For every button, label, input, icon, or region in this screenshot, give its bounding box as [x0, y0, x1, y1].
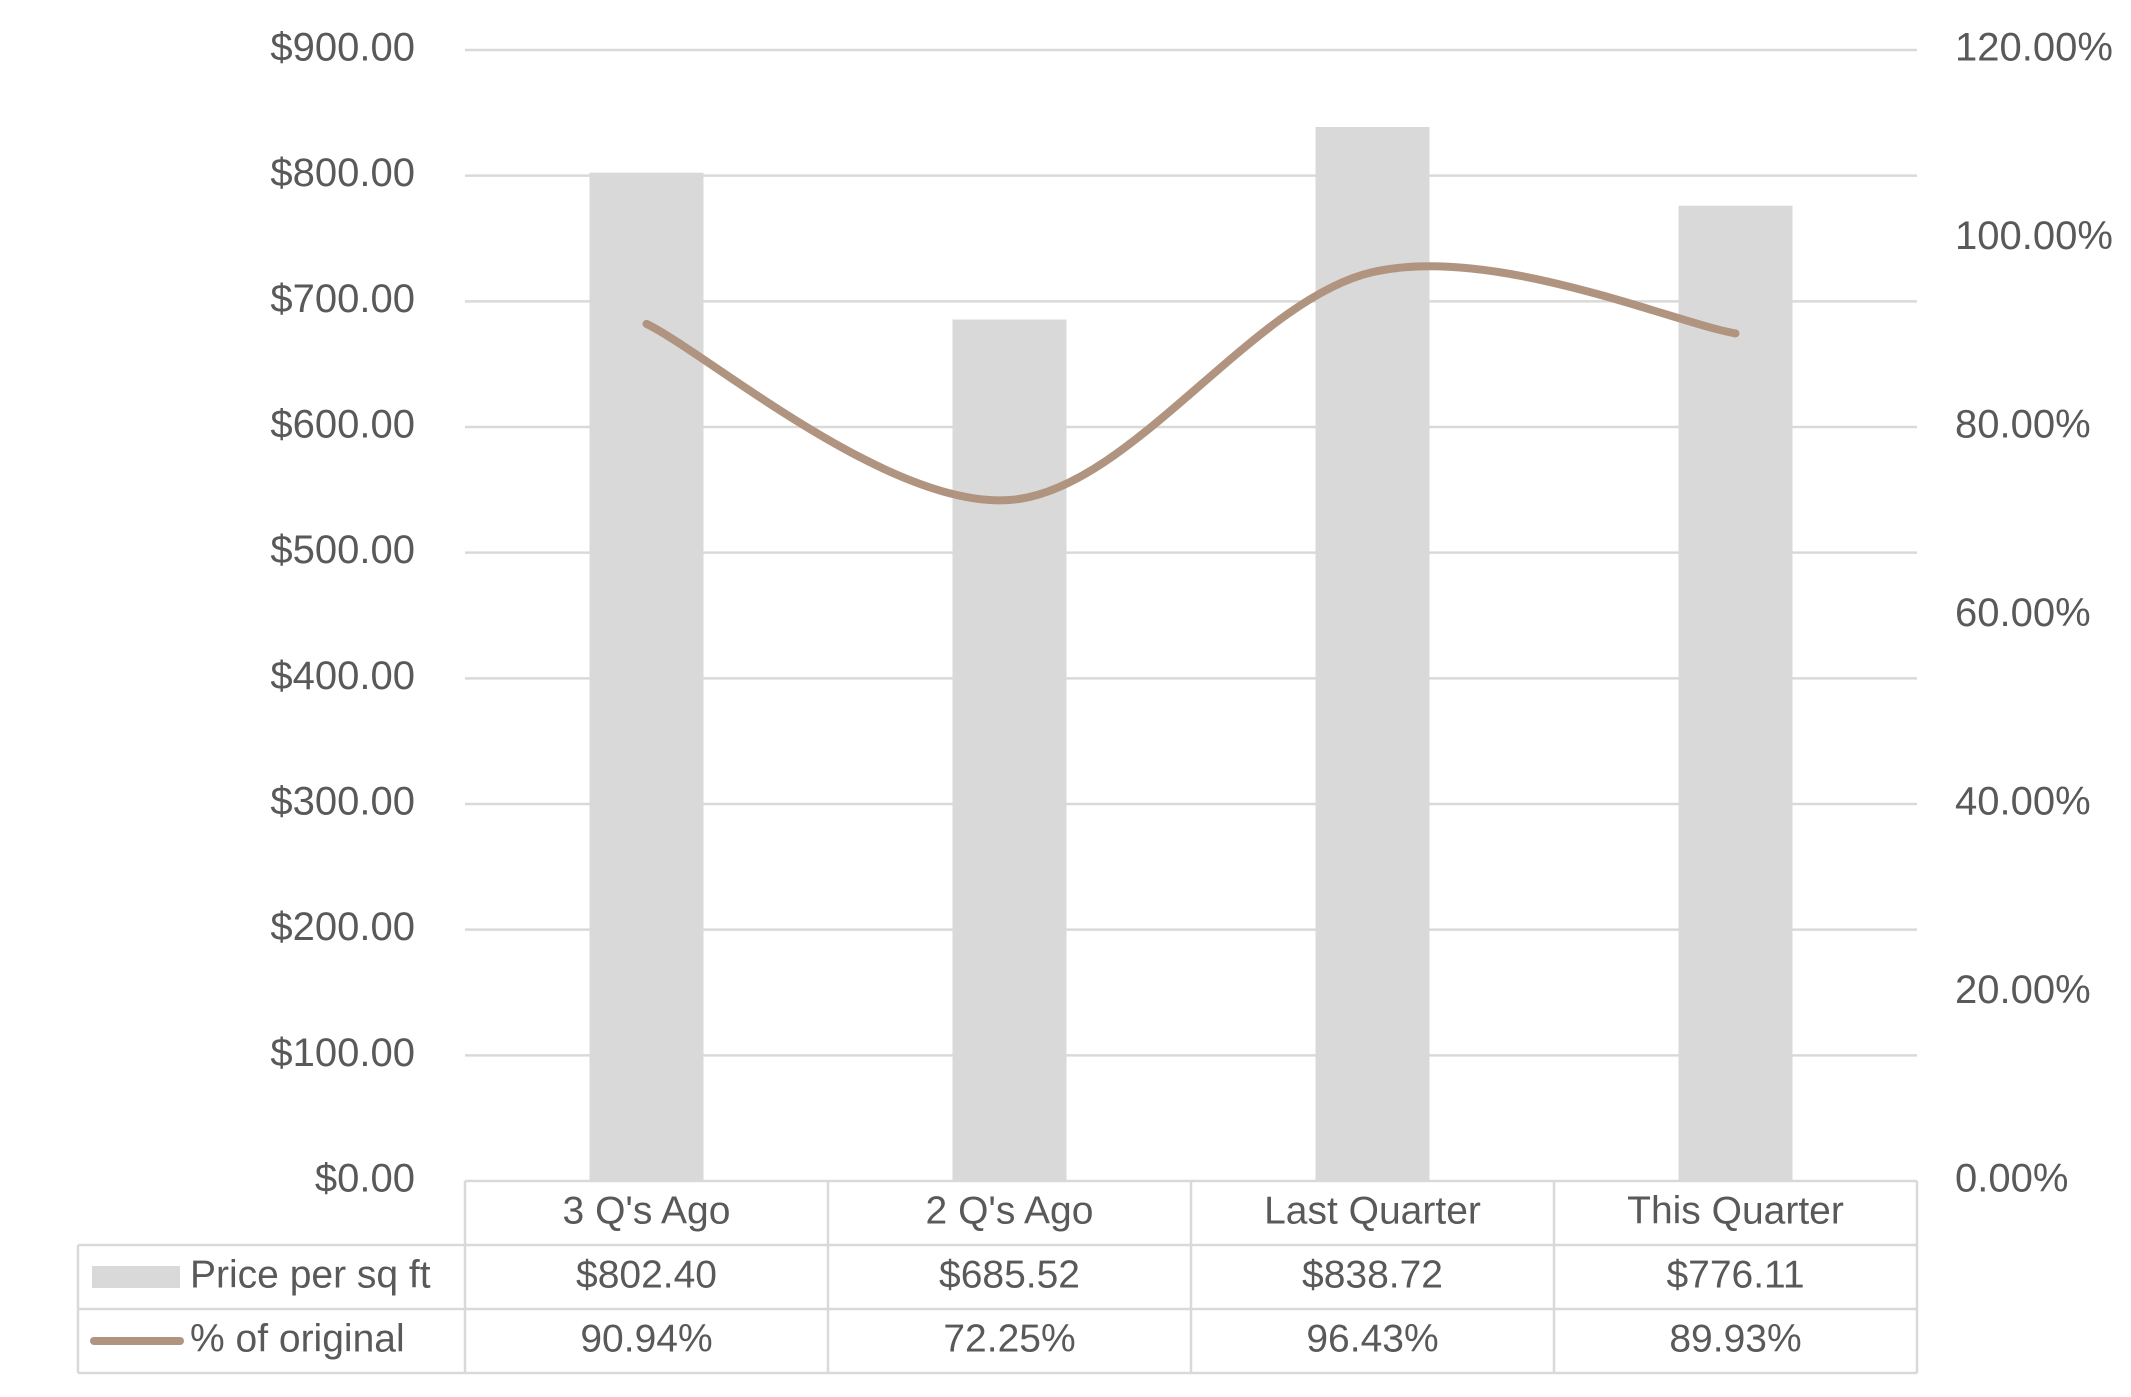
x-category-label: Last Quarter: [1264, 1189, 1481, 1232]
y-left-tick-label: $600.00: [270, 403, 415, 447]
data-label-percent: 90.94%: [580, 1317, 712, 1360]
bar: [589, 172, 704, 1182]
y-left-tick-label: $700.00: [270, 277, 415, 321]
bar: [952, 319, 1067, 1181]
legend-swatch-bar: [92, 1266, 180, 1288]
y-left-tick-label: $200.00: [270, 905, 415, 949]
y-right-tick-label: 80.00%: [1955, 403, 2091, 447]
y-left-tick-label: $100.00: [270, 1031, 415, 1075]
legend-label-price-per-sq-ft: Price per sq ft: [190, 1253, 431, 1296]
y-right-tick-label: 40.00%: [1955, 780, 2091, 824]
y-left-tick-label: $400.00: [270, 654, 415, 698]
x-category-label: 2 Q's Ago: [926, 1189, 1094, 1232]
data-label-percent: 89.93%: [1669, 1317, 1801, 1360]
bar: [1315, 127, 1430, 1181]
y-left-tick-label: $900.00: [270, 26, 415, 70]
y-right-tick-label: 60.00%: [1955, 591, 2091, 635]
bar: [1678, 205, 1793, 1182]
y-right-tick-label: 20.00%: [1955, 968, 2091, 1012]
y-left-tick-label: $800.00: [270, 151, 415, 195]
data-label-percent: 96.43%: [1306, 1317, 1438, 1360]
x-category-label: 3 Q's Ago: [563, 1189, 731, 1232]
data-label-price: $838.72: [1302, 1253, 1443, 1296]
line-series-percent-of-original: [642, 262, 1740, 505]
legend-label-percent-of-original: % of original: [190, 1317, 405, 1360]
y-right-tick-label: 0.00%: [1955, 1157, 2068, 1201]
data-label-price: $802.40: [576, 1253, 717, 1296]
data-label-percent: 72.25%: [943, 1317, 1075, 1360]
y-right-tick-label: 120.00%: [1955, 26, 2113, 70]
data-label-price: $685.52: [939, 1253, 1080, 1296]
y-right-tick-label: 100.00%: [1955, 214, 2113, 258]
x-category-label: This Quarter: [1627, 1189, 1844, 1232]
y-left-tick-label: $0.00: [315, 1157, 415, 1201]
data-label-price: $776.11: [1666, 1253, 1804, 1296]
y-left-tick-label: $500.00: [270, 528, 415, 572]
y-left-tick-label: $300.00: [270, 780, 415, 824]
